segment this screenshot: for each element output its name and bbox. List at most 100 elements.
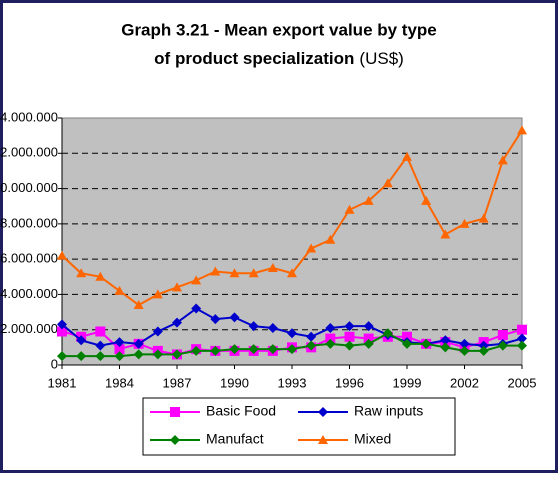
marker xyxy=(363,338,374,349)
y-tick-label: 8.000.000 xyxy=(0,215,58,230)
marker xyxy=(114,337,125,348)
marker xyxy=(287,328,297,339)
marker xyxy=(248,344,259,355)
marker xyxy=(172,282,182,292)
marker xyxy=(325,338,336,349)
marker xyxy=(344,321,355,332)
marker xyxy=(229,344,240,355)
marker xyxy=(517,125,527,135)
marker xyxy=(421,195,432,205)
marker xyxy=(133,349,144,360)
marker xyxy=(325,322,336,333)
x-tick-label: 2002 xyxy=(450,375,479,390)
marker xyxy=(382,328,393,339)
marker xyxy=(114,351,125,362)
legend xyxy=(142,397,456,456)
x-tick-label: 1981 xyxy=(48,375,77,390)
x-tick-label: 1990 xyxy=(220,375,249,390)
marker xyxy=(267,262,278,272)
marker xyxy=(402,338,412,349)
marker xyxy=(267,344,278,355)
y-tick-label: 2.000.000 xyxy=(0,321,58,336)
legend-label: Manufact xyxy=(206,431,264,447)
marker xyxy=(76,268,87,278)
marker xyxy=(344,340,355,351)
marker xyxy=(210,266,221,276)
y-tick-label: 6.000.000 xyxy=(0,251,58,266)
marker xyxy=(517,333,527,344)
chart-title: Graph 3.21 - Mean export value by type xyxy=(121,20,437,39)
marker xyxy=(363,195,374,205)
marker xyxy=(172,349,182,360)
marker xyxy=(248,268,259,278)
marker xyxy=(306,331,317,342)
legend-label: Basic Food xyxy=(206,403,276,419)
chart-title: of product specialization (US$) xyxy=(154,49,404,68)
x-tick-label: 1999 xyxy=(393,375,422,390)
marker xyxy=(170,435,180,445)
y-tick-label: 14.000.000 xyxy=(0,109,58,124)
marker xyxy=(344,331,355,342)
marker xyxy=(440,335,451,346)
marker xyxy=(114,344,125,355)
marker xyxy=(152,289,163,299)
y-tick-label: 4.000.000 xyxy=(0,286,58,301)
marker xyxy=(248,321,259,332)
marker xyxy=(152,326,163,337)
marker xyxy=(133,338,144,349)
marker xyxy=(478,345,489,356)
marker xyxy=(318,407,328,417)
marker xyxy=(287,268,297,278)
marker xyxy=(497,340,508,351)
marker xyxy=(95,271,106,281)
marker xyxy=(229,312,240,323)
marker xyxy=(95,351,106,362)
marker xyxy=(306,243,317,253)
marker xyxy=(497,155,508,165)
legend-label: Raw inputs xyxy=(354,403,423,419)
y-tick-label: 10.000.000 xyxy=(0,180,58,195)
marker xyxy=(172,317,182,328)
marker xyxy=(95,340,106,351)
x-tick-label: 1984 xyxy=(105,375,134,390)
marker xyxy=(517,324,527,335)
marker xyxy=(191,303,202,314)
x-tick-label: 1987 xyxy=(163,375,192,390)
marker xyxy=(440,229,451,239)
marker xyxy=(421,338,432,349)
marker xyxy=(363,333,374,344)
marker xyxy=(459,218,470,228)
marker xyxy=(459,345,470,356)
marker xyxy=(478,340,489,351)
marker xyxy=(306,340,317,351)
marker xyxy=(170,407,180,417)
marker xyxy=(95,326,106,337)
legend-label: Mixed xyxy=(354,431,391,447)
marker xyxy=(57,351,67,362)
marker xyxy=(133,300,144,310)
marker xyxy=(57,319,67,330)
marker xyxy=(402,151,412,161)
x-tick-label: 1996 xyxy=(335,375,364,390)
marker xyxy=(497,330,508,341)
marker xyxy=(318,435,328,444)
marker xyxy=(57,250,67,260)
x-tick-label: 2005 xyxy=(508,375,537,390)
marker xyxy=(402,331,412,342)
marker xyxy=(382,178,393,188)
y-tick-label: 12.000.000 xyxy=(0,145,58,160)
marker xyxy=(114,285,125,295)
chart-subtitle: (US$) xyxy=(359,49,403,68)
marker xyxy=(152,349,163,360)
marker xyxy=(191,275,202,285)
marker xyxy=(210,345,221,356)
marker xyxy=(325,234,336,244)
marker xyxy=(517,340,527,351)
marker xyxy=(57,326,67,337)
marker xyxy=(459,338,470,349)
marker xyxy=(344,204,355,214)
marker xyxy=(210,314,221,325)
marker xyxy=(363,321,374,332)
marker xyxy=(267,322,278,333)
